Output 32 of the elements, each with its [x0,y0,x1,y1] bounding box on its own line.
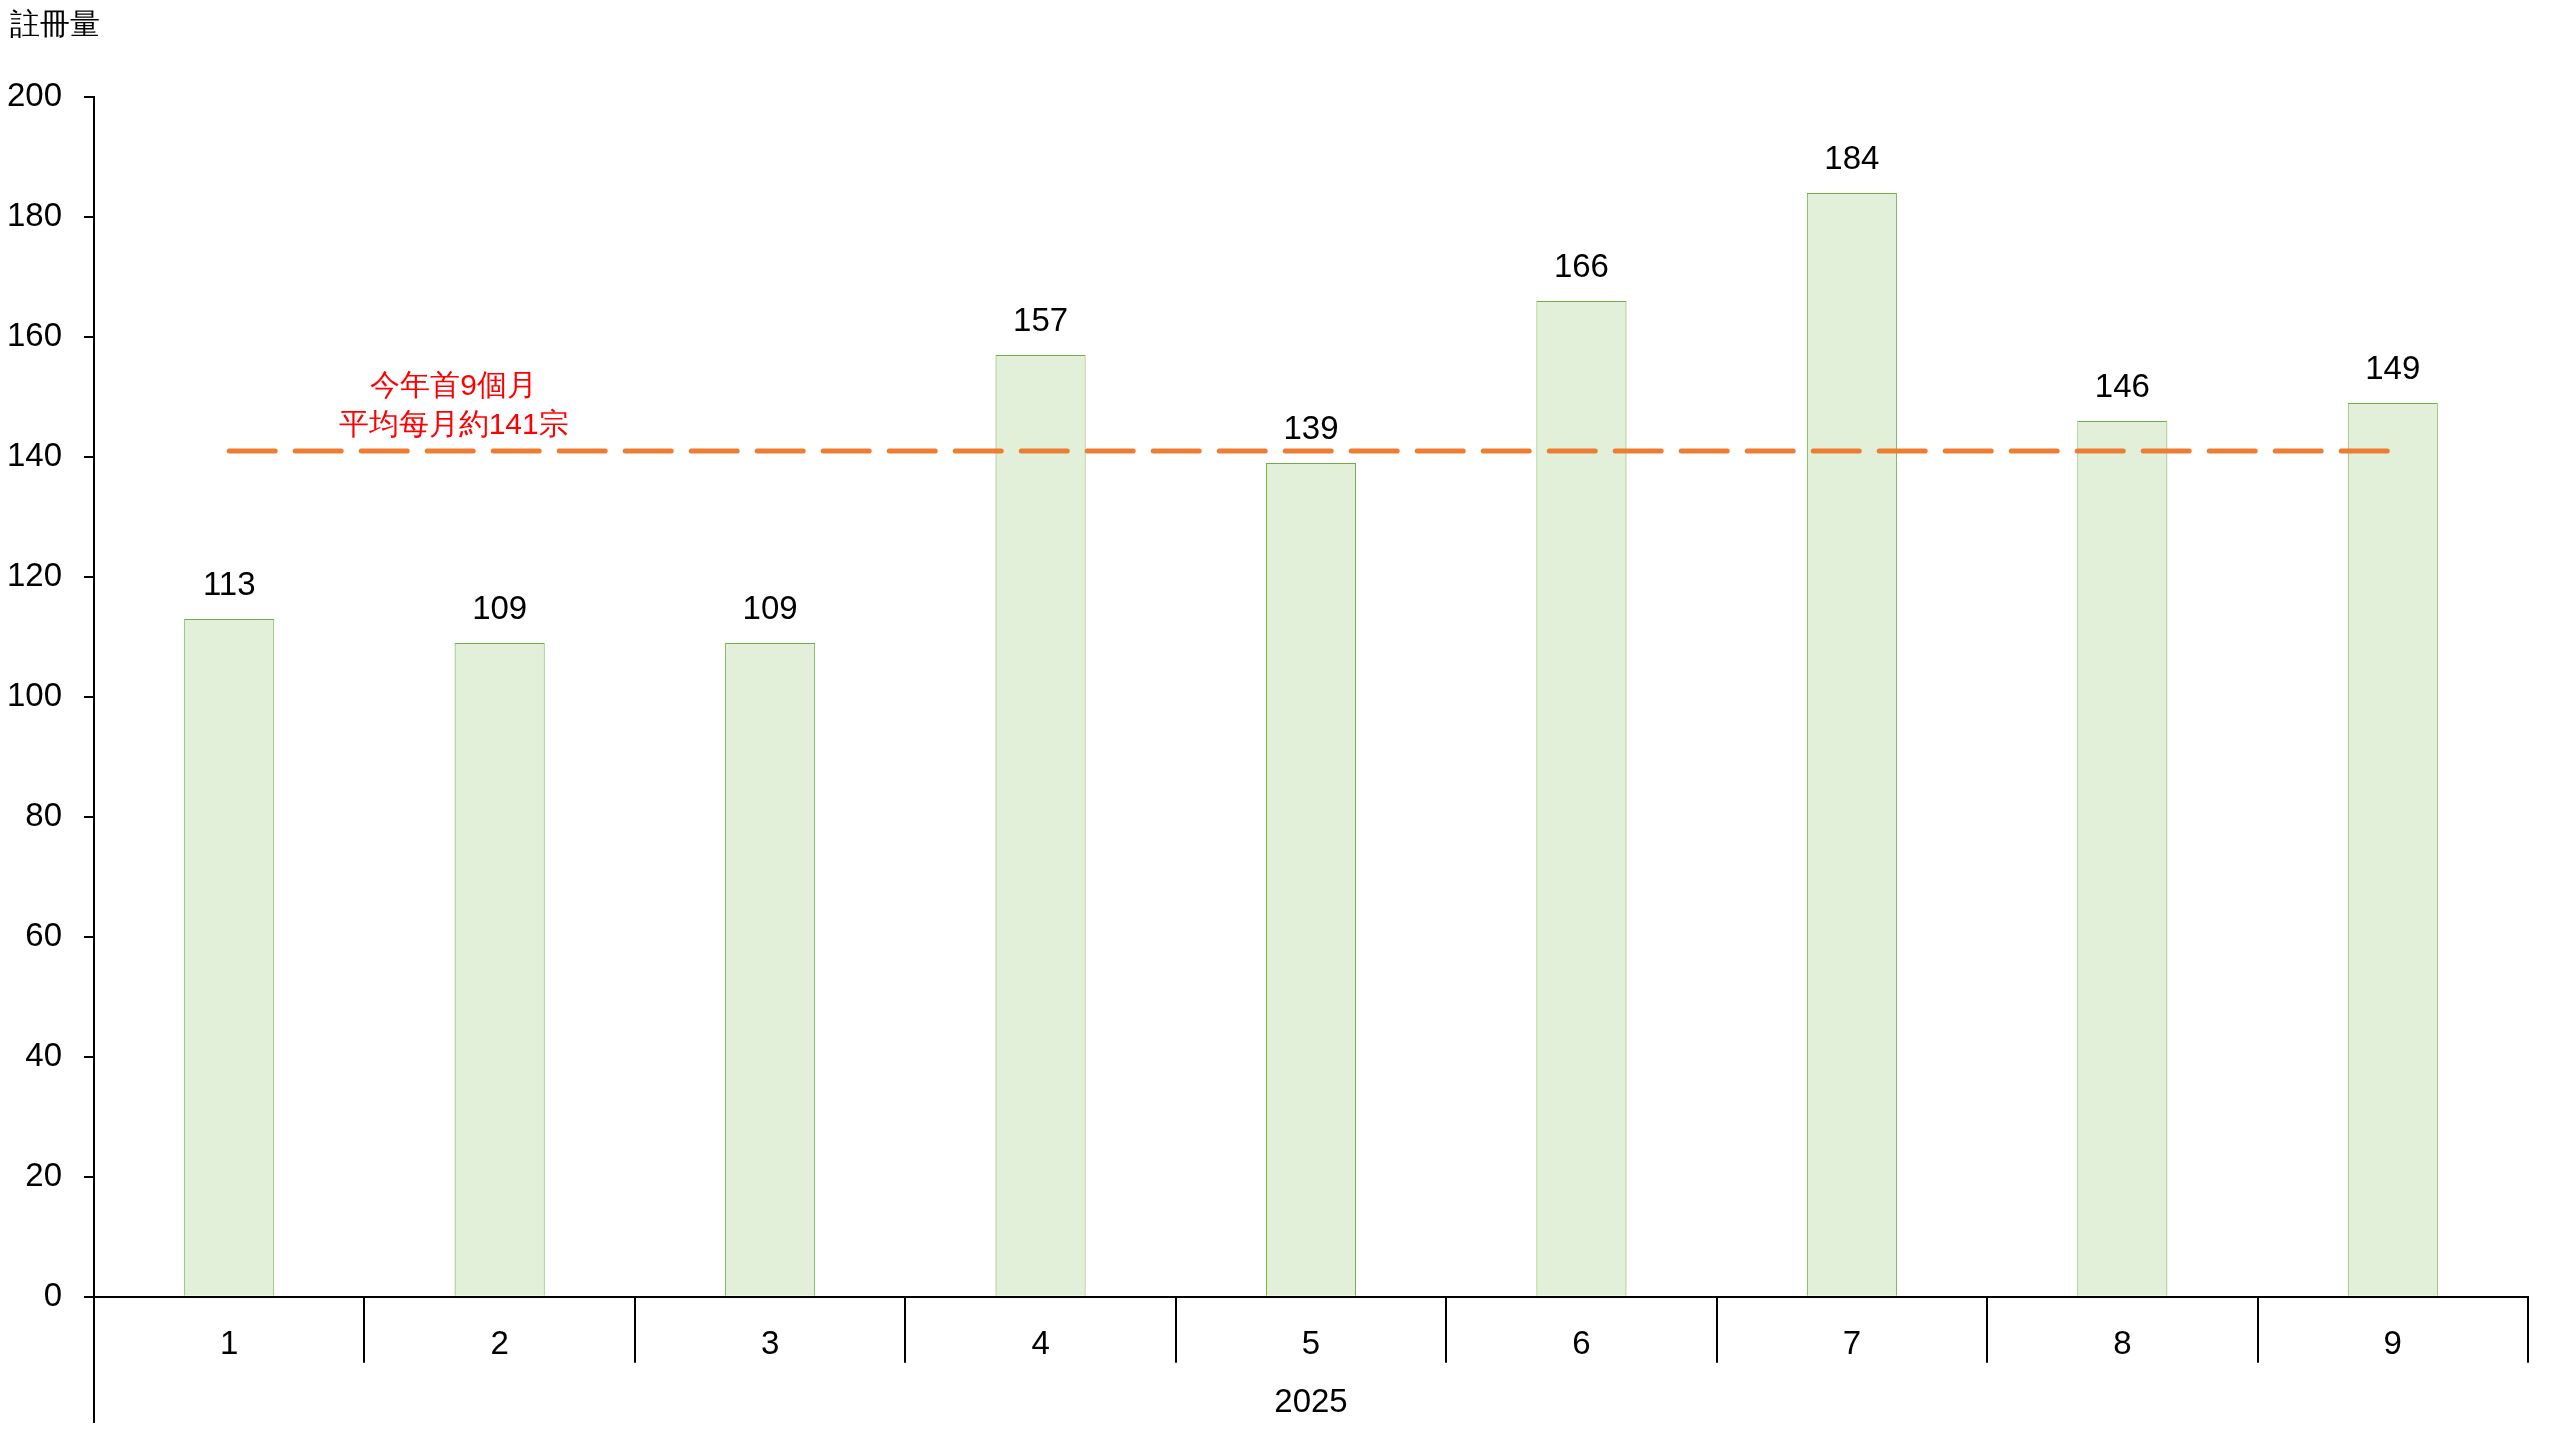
data-label: 184 [1824,138,1880,176]
y-tick-label: 20 [25,1155,62,1193]
x-axis-title: 2025 [1274,1382,1348,1420]
x-tick-label: 3 [760,1323,780,1361]
y-tick-label: 80 [25,795,62,833]
y-tick-label: 180 [6,196,62,234]
y-tick-label: 160 [6,316,62,354]
data-label: 109 [742,588,798,626]
data-label: 157 [1013,300,1069,338]
x-tick-label: 4 [1031,1323,1050,1361]
x-tick-label: 6 [1572,1323,1591,1361]
x-tick-label: 1 [220,1323,239,1361]
data-label: 113 [202,564,256,602]
data-label: 146 [2094,366,2150,404]
y-tick-label: 140 [6,436,62,474]
y-tick-label: 120 [6,556,62,594]
y-tick-label: 40 [25,1035,62,1073]
y-tick-label: 0 [43,1275,62,1313]
x-tick-label: 7 [1842,1323,1862,1361]
x-tick-label: 5 [1301,1323,1321,1361]
data-label: 139 [1283,408,1339,446]
y-tick-label: 100 [6,675,62,713]
y-tick-label: 200 [6,76,62,114]
y-tick-label: 60 [25,915,62,953]
data-label: 149 [2365,348,2421,386]
data-label: 166 [1553,246,1609,284]
x-tick-label: 9 [2383,1323,2402,1361]
ref-line-label: 今年首9個月平均每月約141宗 [338,367,569,440]
x-tick-label: 2 [490,1323,509,1361]
y-axis-title: 註冊量 [10,7,100,41]
x-tick-label: 8 [2113,1323,2132,1361]
data-label: 109 [472,588,528,626]
